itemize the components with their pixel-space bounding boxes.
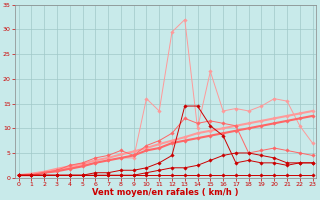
X-axis label: Vent moyen/en rafales ( km/h ): Vent moyen/en rafales ( km/h ): [92, 188, 239, 197]
